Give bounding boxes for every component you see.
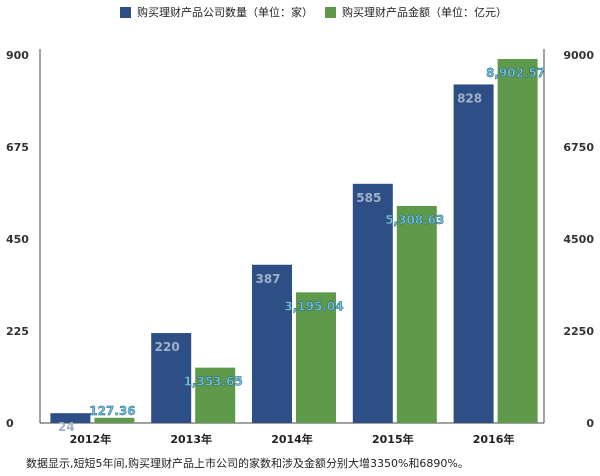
legend-label-amount: 购买理财产品金额（单位：亿元） (342, 6, 507, 19)
right-tick-label: 2250 (563, 325, 594, 338)
data-label-amount: 5,308.63 (385, 213, 444, 227)
x-tick-label: 2016年 (473, 432, 515, 446)
data-label-count: 585 (356, 191, 381, 205)
bar-amount-2016年 (497, 58, 538, 424)
bar-amount-2014年 (296, 292, 336, 423)
bar-count-2012年 (50, 413, 91, 423)
right-tick-label: 9000 (563, 49, 594, 62)
data-label-count: 828 (457, 91, 482, 105)
data-label-amount: 8,902.57 (486, 66, 545, 80)
legend-item-count: 购买理财产品公司数量（单位：家） (120, 4, 313, 20)
left-tick-label: 450 (6, 233, 29, 246)
x-tick-label: 2013年 (170, 432, 212, 446)
bar-amount-2012年 (94, 417, 135, 423)
left-tick-label: 225 (6, 325, 29, 338)
bar-chart: 02254506759000225045006750900024127.3620… (6, 49, 594, 446)
bar-count-2016年 (453, 84, 494, 423)
legend-label-count: 购买理财产品公司数量（单位：家） (137, 6, 313, 19)
bar-amount-2013年 (195, 367, 236, 423)
legend-swatch-count (120, 6, 131, 18)
x-tick-label: 2015年 (372, 432, 414, 446)
chart-caption: 数据显示,短短5年间,购买理财产品上市公司的家数和涉及金额分别大增3350%和6… (26, 457, 469, 470)
left-tick-label: 0 (6, 417, 14, 430)
bar-amount-2015年 (396, 205, 437, 423)
data-label-amount: 3,195.04 (284, 299, 343, 313)
data-label-amount: 127.36 (89, 404, 135, 418)
bar-count-2015年 (352, 183, 393, 423)
legend-item-amount: 购买理财产品金额（单位：亿元） (325, 4, 507, 20)
x-tick-label: 2014年 (271, 432, 313, 446)
data-label-count: 24 (58, 420, 75, 434)
data-label-count: 220 (155, 340, 180, 354)
legend-swatch-amount (325, 6, 336, 18)
left-tick-label: 900 (6, 49, 29, 62)
bar-count-2013年 (151, 333, 192, 423)
data-label-amount: 1,353.65 (184, 375, 243, 389)
right-tick-label: 6750 (563, 141, 594, 154)
data-label-count: 387 (255, 272, 280, 286)
x-tick-label: 2012年 (70, 432, 112, 446)
right-tick-label: 0 (586, 417, 594, 430)
legend: 购买理财产品公司数量（单位：家） 购买理财产品金额（单位：亿元） (0, 2, 600, 24)
left-tick-label: 675 (6, 141, 29, 154)
bar-count-2014年 (252, 264, 292, 423)
right-tick-label: 4500 (563, 233, 594, 246)
